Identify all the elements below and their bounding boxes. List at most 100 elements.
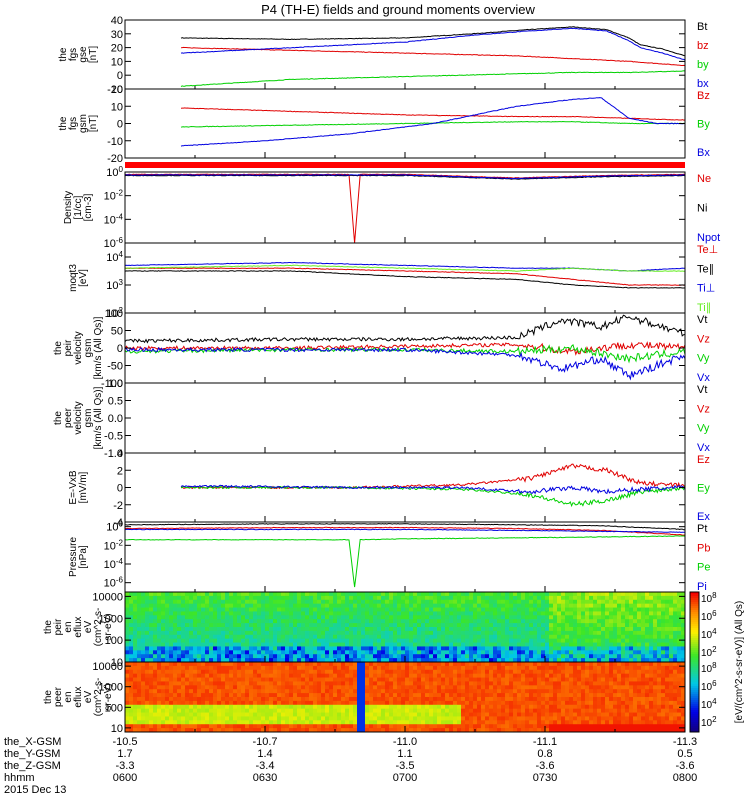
spectro-cell xyxy=(149,634,154,640)
spectro-cell xyxy=(341,681,346,686)
spectro-cell xyxy=(397,595,402,601)
spectro-cell xyxy=(169,607,174,612)
y-axis-label: the peer velocity gsm [km/s (All Qs)] xyxy=(53,386,104,449)
spectro-cell xyxy=(373,697,378,702)
spectro-cell xyxy=(321,599,326,605)
spectro-cell xyxy=(169,716,174,721)
spectro-cell xyxy=(449,708,454,713)
spectro-cell xyxy=(597,627,602,632)
spectro-cell xyxy=(437,595,442,601)
spectro-cell xyxy=(585,607,590,612)
spectro-cell xyxy=(669,642,674,647)
spectro-cell xyxy=(357,728,362,733)
spectro-cell xyxy=(537,603,542,608)
spectro-cell xyxy=(673,658,678,663)
spectro-cell xyxy=(241,595,246,601)
spectro-cell xyxy=(589,627,594,632)
spectro-cell xyxy=(313,650,318,655)
spectro-cell xyxy=(257,611,262,616)
spectro-cell xyxy=(597,642,602,647)
spectro-cell xyxy=(185,677,190,682)
spectro-cell xyxy=(497,650,502,655)
spectro-cell xyxy=(465,700,470,706)
spectro-cell xyxy=(513,638,518,643)
spectro-cell xyxy=(261,634,266,640)
spectro-cell xyxy=(409,681,414,686)
spectro-cell xyxy=(425,630,430,636)
spectro-cell xyxy=(181,630,186,636)
spectro-cell xyxy=(305,728,310,733)
spectro-cell xyxy=(625,611,630,616)
spectro-cell xyxy=(277,607,282,612)
spectro-cell xyxy=(569,599,574,605)
spectro-cell xyxy=(321,685,326,690)
spectro-cell xyxy=(661,658,666,663)
spectro-cell xyxy=(149,607,154,612)
spectro-cell xyxy=(321,716,326,721)
y-tick-label: 0.5 xyxy=(108,396,123,408)
spectro-cell xyxy=(161,615,166,620)
spectro-cell xyxy=(513,595,518,601)
y-axis-label-line: the xyxy=(53,341,64,355)
spectro-cell xyxy=(593,685,598,690)
spectro-cell xyxy=(497,665,502,671)
spectro-cell xyxy=(589,697,594,702)
spectro-cell xyxy=(313,662,318,667)
spectro-cell xyxy=(481,603,486,608)
spectro-cell xyxy=(441,716,446,721)
spectro-cell xyxy=(585,716,590,721)
spectro-cell xyxy=(165,665,170,671)
spectro-cell xyxy=(497,677,502,682)
spectro-cell xyxy=(465,708,470,713)
spectro-cell xyxy=(397,603,402,608)
spectro-cell xyxy=(561,646,566,651)
spectro-cell xyxy=(621,654,626,659)
spectro-cell xyxy=(581,693,586,698)
spectro-cell xyxy=(149,712,154,717)
spectro-cell xyxy=(565,669,570,675)
spectro-cell xyxy=(653,630,658,636)
spectro-cell xyxy=(353,704,358,710)
spectro-cell xyxy=(313,720,318,725)
spectro-cell xyxy=(225,658,230,663)
spectro-cell xyxy=(573,685,578,690)
spectro-cell xyxy=(553,662,558,667)
spectro-cell xyxy=(457,642,462,647)
spectro-cell xyxy=(209,619,214,624)
spectro-cell xyxy=(537,669,542,675)
spectro-cell xyxy=(361,607,366,612)
spectro-cell xyxy=(317,607,322,612)
spectro-cell xyxy=(301,689,306,694)
spectro-cell xyxy=(345,662,350,667)
spectro-cell xyxy=(529,708,534,713)
spectro-cell xyxy=(417,704,422,710)
spectro-cell xyxy=(325,646,330,651)
spectro-cell xyxy=(557,627,562,632)
spectro-cell xyxy=(401,603,406,608)
spectro-cell xyxy=(173,607,178,612)
spectro-cell xyxy=(257,669,262,675)
legend-bx: bx xyxy=(697,78,709,90)
spectro-cell xyxy=(429,669,434,675)
spectro-cell xyxy=(249,716,254,721)
spectro-cell xyxy=(245,627,250,632)
spectro-cell xyxy=(377,595,382,601)
spectro-cell xyxy=(485,611,490,616)
spectro-cell xyxy=(149,662,154,667)
spectro-cell xyxy=(329,650,334,655)
spectro-cell xyxy=(269,728,274,733)
spectro-cell xyxy=(589,615,594,620)
spectro-cell xyxy=(393,669,398,675)
spectro-cell xyxy=(313,646,318,651)
spectro-cell xyxy=(465,607,470,612)
spectro-cell xyxy=(185,611,190,616)
spectro-cell xyxy=(405,634,410,640)
spectro-cell xyxy=(389,689,394,694)
spectro-cell xyxy=(161,689,166,694)
spectro-cell xyxy=(241,700,246,706)
spectro-cell xyxy=(497,708,502,713)
spectro-cell xyxy=(221,627,226,632)
spectro-cell xyxy=(289,658,294,663)
spectro-cell xyxy=(297,669,302,675)
spectro-cell xyxy=(585,673,590,678)
